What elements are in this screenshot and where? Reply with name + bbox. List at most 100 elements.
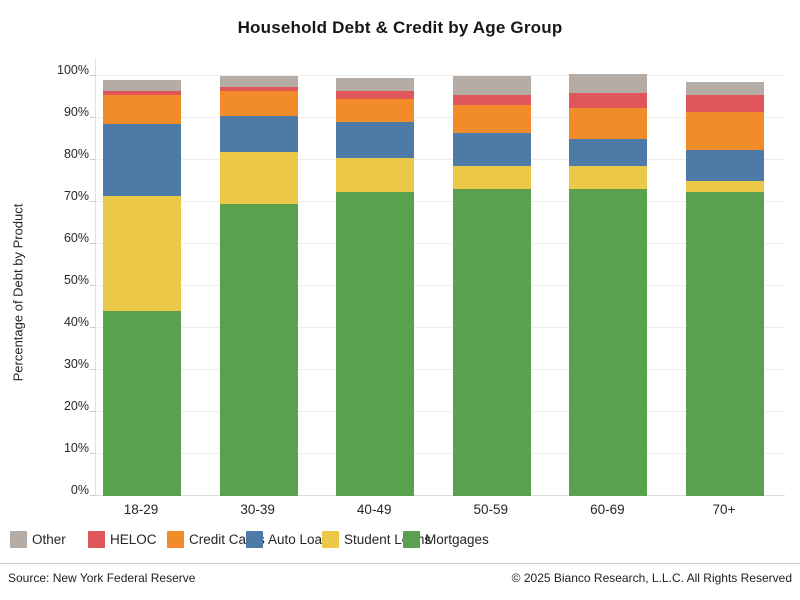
y-tick-label-70%: 70% — [63, 188, 89, 203]
segment-heloc-30-39 — [219, 86, 298, 91]
gridline-50% — [96, 285, 785, 286]
segment-mortgages-40-49 — [336, 191, 415, 496]
gridline-100% — [96, 75, 785, 76]
footer-divider — [0, 563, 800, 564]
segment-student-loans-18-29 — [103, 195, 181, 312]
legend: Other HELOC Credit Cards Auto Loans Student … — [0, 531, 800, 553]
segment-student-loans-50-59 — [452, 166, 531, 190]
segment-mortgages-18-29 — [103, 311, 181, 496]
y-tick-mark-60% — [90, 243, 96, 244]
y-tick-label-0%: 0% — [70, 482, 89, 497]
segment-auto-loans-40-49 — [336, 122, 415, 158]
stacked-bar-40-49 — [336, 78, 415, 496]
segment-heloc-50-59 — [452, 94, 531, 106]
segment-credit-cards-18-29 — [103, 94, 181, 125]
segment-auto-loans-18-29 — [103, 124, 181, 196]
y-tick-label-90%: 90% — [63, 104, 89, 119]
legend-item-credit-cards: Credit Cards — [167, 531, 265, 548]
y-tick-mark-100% — [90, 75, 96, 76]
y-tick-mark-40% — [90, 327, 96, 328]
segment-mortgages-30-39 — [219, 204, 298, 496]
legend-label: Credit Cards — [189, 532, 265, 547]
segment-auto-loans-60-69 — [569, 139, 648, 167]
segment-other-60-69 — [569, 73, 648, 93]
legend-label: Mortgages — [425, 532, 489, 547]
segment-student-loans-70+ — [686, 181, 764, 192]
segment-heloc-40-49 — [336, 90, 415, 100]
segment-heloc-18-29 — [103, 90, 181, 95]
legend-item-heloc: HELOC — [88, 531, 157, 548]
y-tick-label-100%: 100% — [57, 62, 89, 77]
plot-area: 0% 10% 20% 30% 40% 50% 60% 70% 80% 90% 100% — [57, 58, 785, 497]
y-tick-label-30%: 30% — [63, 356, 89, 371]
y-axis-title: Percentage of Debt by Product — [10, 203, 26, 382]
segment-credit-cards-60-69 — [569, 107, 648, 140]
stacked-bar-50-59 — [452, 76, 531, 496]
legend-label: Other — [32, 532, 66, 547]
x-tick-label-18-29: 18-29 — [123, 502, 159, 517]
segment-heloc-60-69 — [569, 92, 648, 108]
gridline-0% — [96, 495, 785, 496]
segment-auto-loans-70+ — [686, 149, 764, 181]
gridline-60% — [96, 243, 785, 244]
segment-other-70+ — [686, 82, 764, 95]
gridline-70% — [96, 201, 785, 202]
y-tick-mark-90% — [90, 117, 96, 118]
legend-swatch-icon — [167, 531, 184, 548]
gridline-20% — [96, 411, 785, 412]
segment-mortgages-70+ — [686, 191, 764, 496]
y-tick-mark-10% — [90, 453, 96, 454]
y-tick-label-50%: 50% — [63, 272, 89, 287]
segment-auto-loans-50-59 — [452, 132, 531, 167]
gridline-40% — [96, 327, 785, 328]
segment-student-loans-30-39 — [219, 151, 298, 205]
y-tick-mark-50% — [90, 285, 96, 286]
segment-credit-cards-70+ — [686, 111, 764, 150]
x-tick-label-70+: 70+ — [712, 502, 736, 517]
gridline-90% — [96, 117, 785, 118]
segment-other-50-59 — [452, 76, 531, 95]
legend-item-other: Other — [10, 531, 66, 548]
gridline-30% — [96, 369, 785, 370]
gridline-10% — [96, 453, 785, 454]
x-tick-label-60-69: 60-69 — [590, 502, 625, 517]
stacked-bar-30-39 — [219, 76, 298, 496]
y-tick-label-60%: 60% — [63, 230, 89, 245]
legend-swatch-icon — [403, 531, 420, 548]
y-tick-label-20%: 20% — [63, 398, 89, 413]
segment-student-loans-60-69 — [569, 166, 648, 190]
x-tick-label-30-39: 30-39 — [240, 502, 275, 517]
y-tick-label-10%: 10% — [63, 440, 89, 455]
stacked-bar-70+ — [686, 82, 764, 496]
legend-item-auto-loans: Auto Loans — [246, 531, 336, 548]
y-tick-mark-0% — [90, 495, 96, 496]
segment-heloc-70+ — [686, 94, 764, 112]
stacked-bar-18-29 — [103, 80, 181, 496]
x-tick-label-40-49: 40-49 — [356, 502, 392, 517]
legend-swatch-icon — [88, 531, 105, 548]
legend-label: HELOC — [110, 532, 157, 547]
chart-title: Household Debt & Credit by Age Group — [237, 18, 563, 37]
gridline-80% — [96, 159, 785, 160]
segment-other-30-39 — [219, 76, 298, 87]
legend-label: Auto Loans — [268, 532, 337, 547]
y-tick-mark-70% — [90, 201, 96, 202]
legend-swatch-icon — [322, 531, 339, 548]
segment-other-18-29 — [103, 80, 181, 91]
segment-mortgages-60-69 — [569, 189, 648, 496]
stacked-bar-60-69 — [569, 73, 648, 496]
y-tick-label-40%: 40% — [63, 314, 89, 329]
y-tick-mark-80% — [90, 159, 96, 160]
segment-student-loans-40-49 — [336, 157, 415, 192]
legend-swatch-icon — [246, 531, 263, 548]
y-tick-mark-20% — [90, 411, 96, 412]
segment-auto-loans-30-39 — [219, 115, 298, 152]
legend-item-mortgages: Mortgages — [403, 531, 489, 548]
segment-credit-cards-40-49 — [336, 99, 415, 123]
footer-source-text: Source: New York Federal Reserve — [8, 571, 196, 585]
segment-credit-cards-50-59 — [452, 105, 531, 133]
legend-swatch-icon — [10, 531, 27, 548]
footer-copyright-text: © 2025 Bianco Research, L.L.C. All Right… — [511, 571, 792, 585]
y-tick-mark-30% — [90, 369, 96, 370]
